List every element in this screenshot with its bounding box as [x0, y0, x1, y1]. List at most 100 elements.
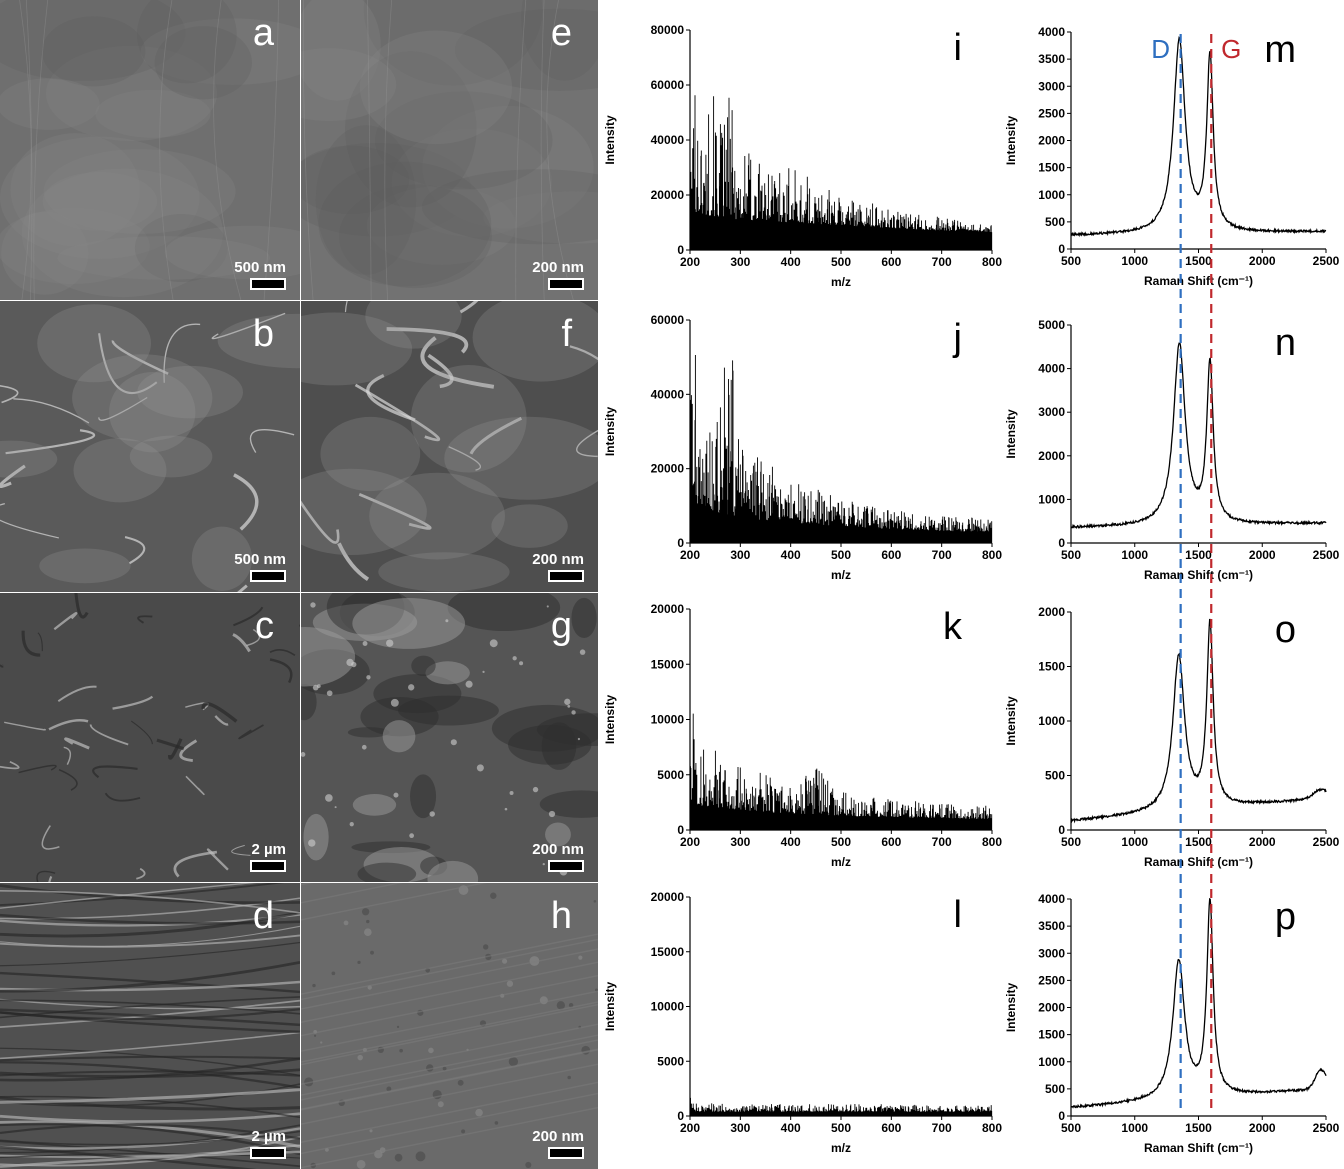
x-tick-label: 500	[1061, 835, 1081, 849]
y-tick-label: 0	[1058, 536, 1065, 550]
x-tick-label: 400	[781, 1121, 801, 1135]
y-tick-label: 1000	[1038, 188, 1065, 202]
sem-image-f: f 200 nm	[301, 301, 598, 592]
x-tick-label: 200	[680, 835, 700, 849]
y-tick-label: 15000	[651, 945, 685, 959]
x-tick-label: 500	[831, 548, 851, 562]
panel-label: l	[954, 894, 962, 936]
x-tick-label: 600	[881, 1121, 901, 1135]
scale-bar	[548, 278, 584, 290]
panel-label: c	[255, 605, 274, 647]
y-tick-label: 0	[677, 823, 684, 837]
raman-line	[1070, 618, 1327, 824]
panel-label: h	[550, 895, 572, 937]
scale-bar	[548, 860, 584, 872]
x-tick-label: 700	[932, 1121, 952, 1135]
mass-spectrum-k: 0 5000 10000 15000 20000 200 300 400 500 600 700 80…	[603, 602, 1002, 869]
x-tick-label: 1500	[1185, 835, 1212, 849]
x-tick-label: 500	[1061, 1121, 1081, 1135]
sem-image-b: b 500 nm	[0, 301, 300, 592]
sem-image-d: d 2 µm	[0, 883, 300, 1169]
x-tick-label: 2000	[1249, 254, 1276, 268]
y-tick-label: 0	[677, 1109, 684, 1123]
x-tick-label: 2000	[1249, 548, 1276, 562]
y-tick-label: 500	[1045, 215, 1065, 229]
y-axis-label: Intensity	[1004, 116, 1018, 166]
x-tick-label: 400	[781, 835, 801, 849]
y-tick-label: 80000	[651, 23, 685, 37]
sem-image-h: h 200 nm	[301, 883, 598, 1169]
panel-label: e	[550, 12, 572, 54]
y-tick-label: 2500	[1038, 973, 1065, 987]
spectrum-line	[689, 355, 993, 543]
x-tick-label: 1000	[1121, 548, 1148, 562]
mass-spectrum-i: 0 20000 40000 60000 80000 200 300 400 500 600 700 8…	[603, 23, 1002, 289]
y-tick-label: 10000	[651, 1000, 685, 1014]
x-tick-label: 200	[680, 255, 700, 269]
raman-line	[1070, 35, 1327, 238]
x-tick-label: 2000	[1249, 835, 1276, 849]
y-tick-label: 60000	[651, 313, 685, 327]
y-tick-label: 15000	[651, 657, 685, 671]
y-axis-label: Intensity	[1004, 696, 1018, 746]
scale-bar-label: 200 nm	[532, 551, 584, 568]
scale-bar	[250, 1147, 286, 1159]
spectrum-line	[689, 1097, 993, 1116]
y-tick-label: 4000	[1038, 25, 1065, 39]
scale-bar	[250, 570, 286, 582]
scale-bar	[250, 278, 286, 290]
x-tick-label: 300	[730, 548, 750, 562]
panel-label: d	[252, 895, 274, 937]
scale-bar-label: 200 nm	[532, 1128, 584, 1145]
x-tick-label: 2500	[1313, 1121, 1340, 1135]
scale-bar	[548, 1147, 584, 1159]
y-tick-label: 60000	[651, 78, 685, 92]
x-axis-label: Raman Shift (cm⁻¹)	[1144, 568, 1253, 582]
x-tick-label: 2500	[1313, 835, 1340, 849]
y-tick-label: 2500	[1038, 106, 1065, 120]
y-axis-label: Intensity	[603, 695, 617, 745]
x-tick-label: 500	[1061, 254, 1081, 268]
y-tick-label: 4000	[1038, 362, 1065, 376]
spectrum-line	[689, 713, 993, 830]
x-tick-label: 1000	[1121, 254, 1148, 268]
x-tick-label: 800	[982, 1121, 1002, 1135]
y-tick-label: 20000	[651, 602, 685, 616]
x-tick-label: 1000	[1121, 1121, 1148, 1135]
x-tick-label: 700	[932, 548, 952, 562]
x-tick-label: 2500	[1313, 254, 1340, 268]
x-tick-label: 600	[881, 255, 901, 269]
y-tick-label: 0	[677, 243, 684, 257]
y-tick-label: 1000	[1038, 1055, 1065, 1069]
x-tick-label: 300	[730, 835, 750, 849]
panel-label: b	[252, 313, 274, 355]
x-tick-label: 400	[781, 255, 801, 269]
mass-spectrum-j: 0 20000 40000 60000 200 300 400 500 600 700 800 m/z…	[603, 313, 1002, 582]
x-tick-label: 800	[982, 548, 1002, 562]
y-tick-label: 0	[1058, 1109, 1065, 1123]
x-tick-label: 400	[781, 548, 801, 562]
x-tick-label: 1500	[1185, 548, 1212, 562]
panel-label: o	[1275, 609, 1296, 651]
x-tick-label: 600	[881, 835, 901, 849]
y-tick-label: 5000	[1038, 318, 1065, 332]
x-tick-label: 300	[730, 255, 750, 269]
y-axis-label: Intensity	[603, 982, 617, 1032]
x-tick-label: 200	[680, 1121, 700, 1135]
y-tick-label: 1500	[1038, 1028, 1065, 1042]
y-tick-label: 20000	[651, 462, 685, 476]
x-tick-label: 500	[1061, 548, 1081, 562]
x-tick-label: 700	[932, 835, 952, 849]
scale-bar-label: 500 nm	[234, 551, 286, 568]
x-tick-label: 500	[831, 255, 851, 269]
panel-label: g	[550, 605, 572, 647]
d-band-label: D	[1151, 34, 1170, 64]
x-axis-label: Raman Shift (cm⁻¹)	[1144, 1141, 1253, 1155]
x-tick-label: 700	[932, 255, 952, 269]
x-tick-label: 500	[831, 835, 851, 849]
panel-label: k	[943, 606, 963, 648]
y-axis-label: Intensity	[1004, 409, 1018, 459]
x-tick-label: 1000	[1121, 835, 1148, 849]
scale-bar-label: 2 µm	[251, 841, 287, 858]
